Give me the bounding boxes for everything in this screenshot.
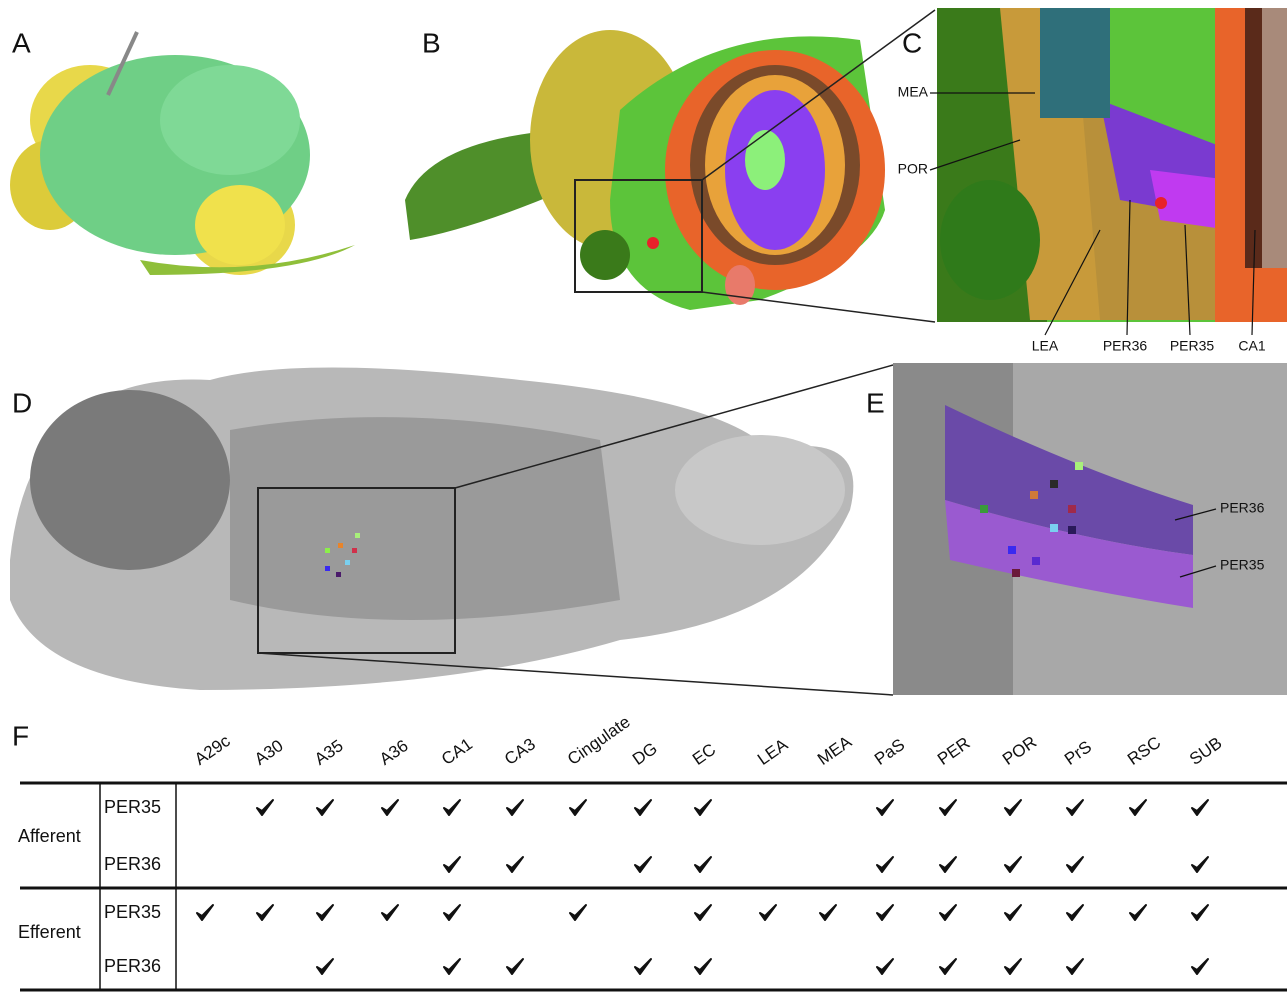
callout-label: PER35 <box>1170 338 1215 354</box>
callout-label: PER36 <box>1220 500 1265 516</box>
check-mark <box>317 800 333 815</box>
check-mark <box>695 905 711 920</box>
check-mark <box>317 959 333 974</box>
check-mark <box>1005 857 1021 872</box>
callout-label: LEA <box>1032 338 1059 354</box>
check-mark <box>877 857 893 872</box>
column-header: DG <box>629 739 661 769</box>
check-mark <box>877 905 893 920</box>
check-mark <box>1192 959 1208 974</box>
group-label: Afferent <box>18 826 81 846</box>
check-mark <box>1192 857 1208 872</box>
callout-label: CA1 <box>1238 338 1265 354</box>
check-mark <box>507 959 523 974</box>
panel-e-image <box>893 363 1287 695</box>
check-mark <box>257 905 273 920</box>
check-mark <box>940 800 956 815</box>
check-mark <box>940 857 956 872</box>
panel-d-image <box>10 365 893 695</box>
check-mark <box>444 800 460 815</box>
check-mark <box>940 959 956 974</box>
column-header: PrS <box>1061 737 1095 769</box>
check-mark <box>317 905 333 920</box>
panel-label: C <box>902 27 922 58</box>
check-mark <box>820 905 836 920</box>
column-header: Cingulate <box>564 712 634 769</box>
check-mark <box>1005 905 1021 920</box>
column-header: A30 <box>251 736 287 769</box>
row-label: PER36 <box>104 956 161 976</box>
check-mark <box>695 800 711 815</box>
column-header: A36 <box>376 736 412 769</box>
check-mark <box>635 959 651 974</box>
check-mark <box>695 959 711 974</box>
panel-label: A <box>12 27 31 58</box>
panel-label: F <box>12 720 29 751</box>
check-mark <box>1130 905 1146 920</box>
column-header: A35 <box>311 736 347 769</box>
column-header: A29c <box>191 731 234 769</box>
check-mark <box>444 857 460 872</box>
check-mark <box>382 800 398 815</box>
check-mark <box>1192 800 1208 815</box>
group-label: Efferent <box>18 922 81 942</box>
check-mark <box>1067 800 1083 815</box>
check-mark <box>1067 959 1083 974</box>
check-mark <box>570 800 586 815</box>
check-mark <box>507 857 523 872</box>
check-mark <box>1067 857 1083 872</box>
column-header: RSC <box>1124 733 1164 769</box>
check-mark <box>444 905 460 920</box>
column-header: POR <box>999 732 1040 769</box>
check-mark <box>635 800 651 815</box>
panel-b-image <box>405 10 935 322</box>
check-mark <box>1005 800 1021 815</box>
check-mark <box>444 959 460 974</box>
panel-c-image <box>937 8 1287 322</box>
check-mark <box>507 800 523 815</box>
check-mark <box>1005 959 1021 974</box>
panel-label: E <box>866 387 885 418</box>
table-rules <box>20 783 1287 990</box>
column-header: CA1 <box>438 734 476 769</box>
column-header: SUB <box>1186 733 1226 769</box>
column-header: CA3 <box>501 734 539 769</box>
row-label: PER36 <box>104 854 161 874</box>
callout-label: PER35 <box>1220 557 1265 573</box>
check-mark <box>877 959 893 974</box>
check-mark <box>695 857 711 872</box>
check-mark <box>1067 905 1083 920</box>
check-mark <box>257 800 273 815</box>
check-mark <box>940 905 956 920</box>
column-header: EC <box>689 740 719 769</box>
column-header: LEA <box>754 735 792 769</box>
check-mark <box>877 800 893 815</box>
check-mark <box>635 857 651 872</box>
figure: A B C D E F MEA POR LEA PER36 PER35 CA1 PER36 PER35 A2… <box>0 0 1287 994</box>
check-mark <box>570 905 586 920</box>
column-header: MEA <box>814 732 856 769</box>
check-mark <box>1130 800 1146 815</box>
check-mark <box>1192 905 1208 920</box>
callout-label: POR <box>898 161 928 177</box>
panel-label: D <box>12 387 32 418</box>
callout-label: MEA <box>898 84 929 100</box>
panel-label: B <box>422 27 441 58</box>
callout-label: PER36 <box>1103 338 1148 354</box>
check-mark <box>382 905 398 920</box>
panel-a-image <box>10 32 355 275</box>
check-mark <box>760 905 776 920</box>
check-mark <box>197 905 213 920</box>
row-label: PER35 <box>104 797 161 817</box>
column-header: PaS <box>871 735 908 769</box>
column-header: PER <box>934 733 974 769</box>
row-label: PER35 <box>104 902 161 922</box>
